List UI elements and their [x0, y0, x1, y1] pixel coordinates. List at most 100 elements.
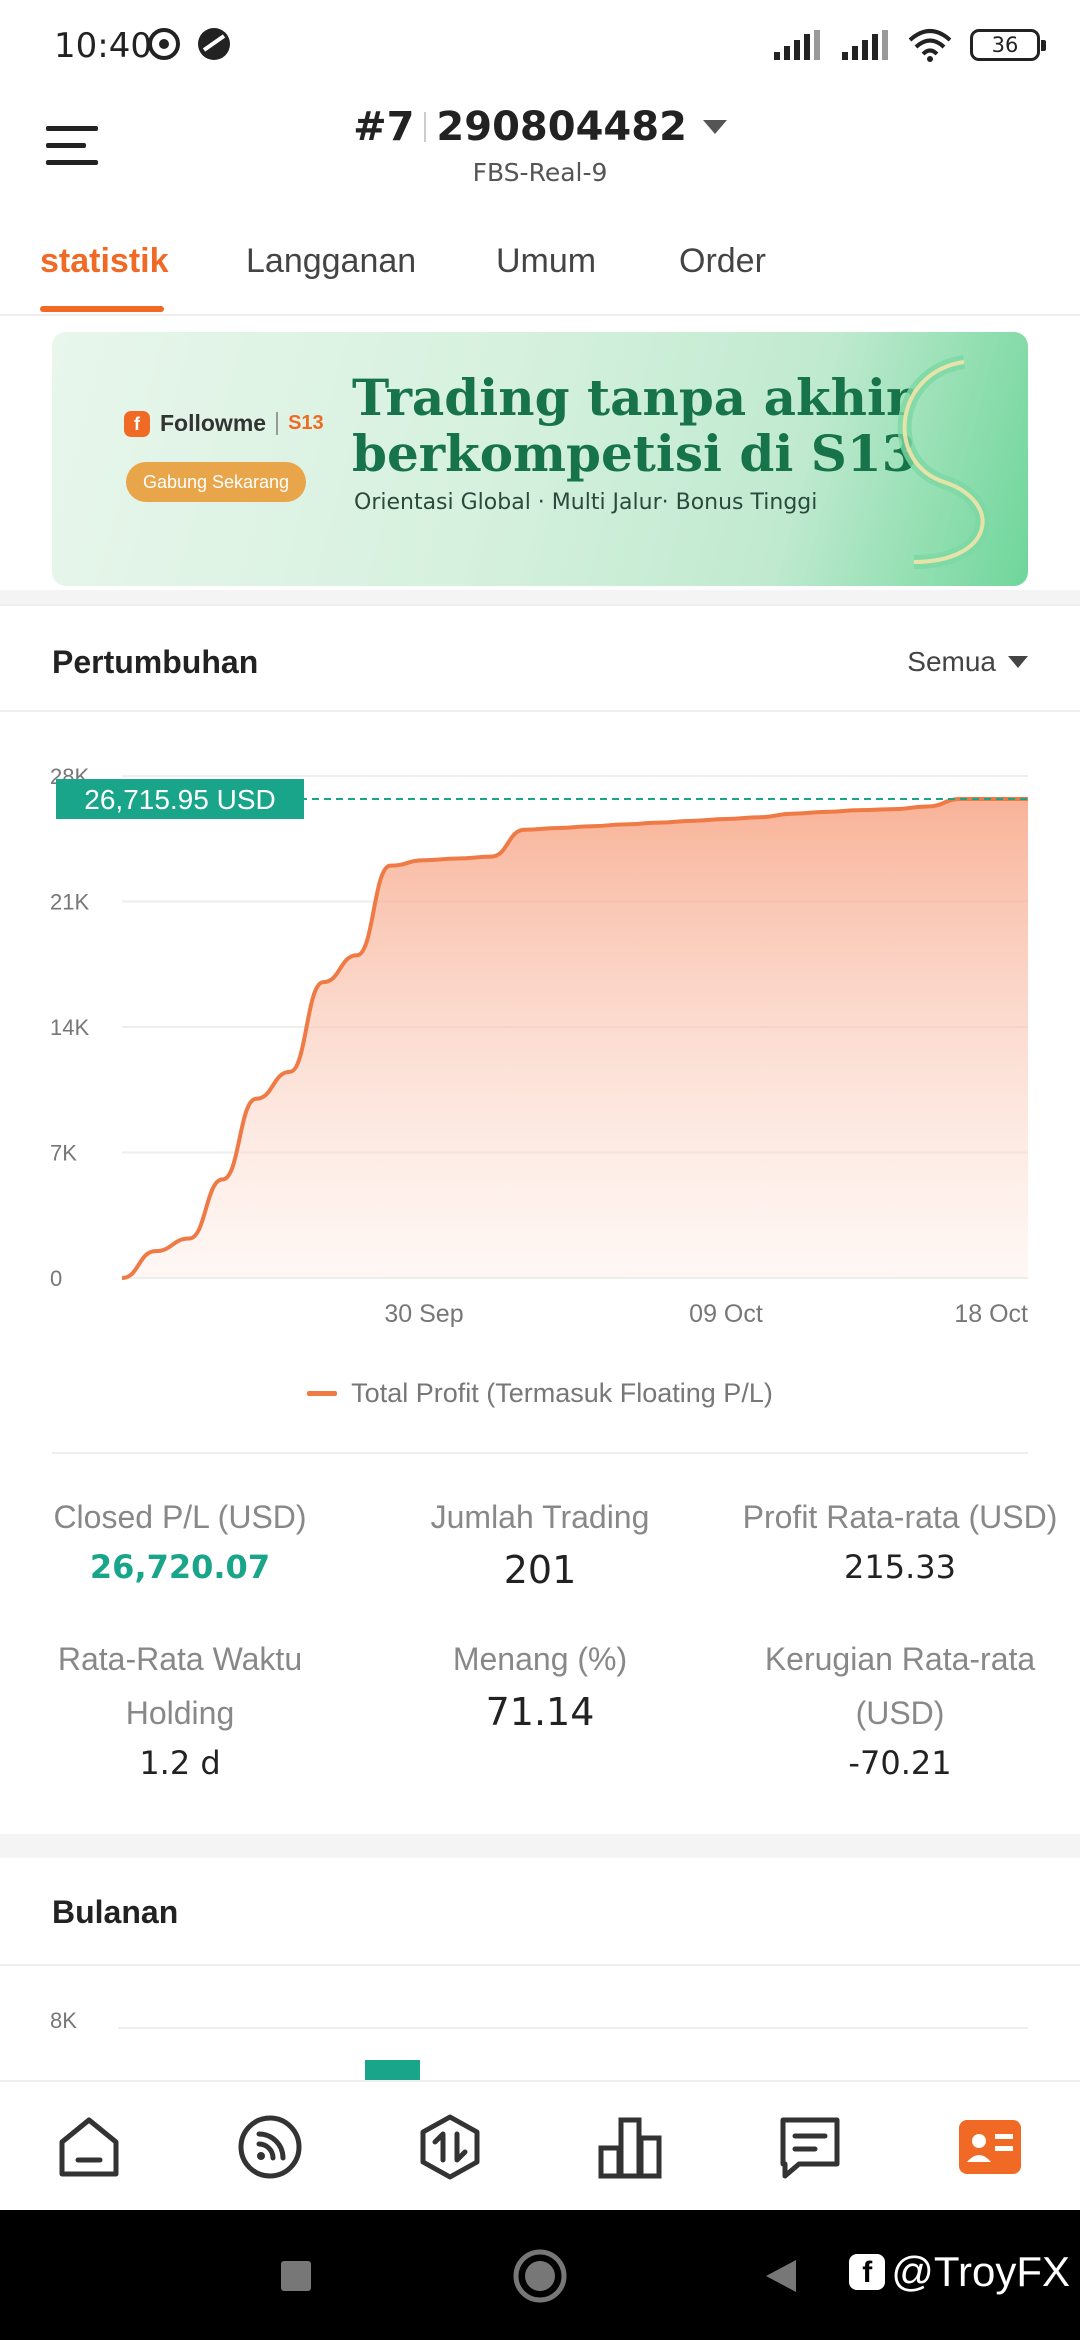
monthly-chart: 8K — [0, 1968, 1080, 2080]
legend-swatch — [307, 1391, 338, 1396]
app-header: #7 290804482 FBS-Real-9 — [0, 90, 1080, 210]
stat-value: 201 — [503, 1548, 577, 1592]
monthly-y-tick: 8K — [50, 2008, 77, 2033]
banner-title: Trading tanpa akhir berkompetisi di S13 — [352, 370, 916, 482]
stat-label: Profit Rata-rata (USD) — [742, 1499, 1058, 1535]
account-server: FBS-Real-9 — [472, 158, 608, 187]
range-filter-dropdown[interactable]: Semua — [907, 646, 1028, 678]
watermark: f @TroyFX — [849, 2248, 1070, 2296]
ribbon-decoration-icon — [897, 355, 990, 569]
banner-title-line1: Trading tanpa akhir — [352, 368, 913, 427]
stat-holding-time: Rata-Rata Waktu Holding 1.2 d — [0, 1632, 360, 1782]
y-tick-label: 14K — [50, 1015, 89, 1040]
x-tick-label: 18 Oct — [954, 1300, 1028, 1328]
home-system-icon[interactable] — [512, 2248, 568, 2304]
account-separator — [424, 112, 427, 142]
account-rank: #7 — [353, 104, 415, 150]
status-system-icons: 36 — [772, 28, 1046, 62]
x-tick-label: 30 Sep — [384, 1300, 463, 1328]
y-tick-label: 7K — [50, 1141, 77, 1166]
growth-section-header: Pertumbuhan Semua — [0, 604, 1080, 712]
followme-logo-icon: f — [124, 410, 150, 437]
stat-label: (USD) — [855, 1695, 945, 1731]
stat-value: 215.33 — [844, 1548, 956, 1586]
facebook-icon: f — [849, 2254, 886, 2290]
banner-brand: f Followme S13 — [124, 410, 324, 437]
account-selector[interactable]: #7 290804482 FBS-Real-9 — [0, 104, 1080, 187]
monthly-chart-svg: 8K — [50, 2008, 1028, 2080]
x-tick-label: 09 Oct — [689, 1300, 763, 1328]
nav-ranking-icon[interactable] — [595, 2112, 665, 2182]
sync-icon — [148, 28, 180, 60]
watermark-text: @TroyFX — [891, 2248, 1070, 2295]
stat-profit-avg: Profit Rata-rata (USD) 215.33 — [720, 1490, 1080, 1586]
banner-brand-tag: S13 — [276, 412, 324, 435]
banner-subtitle: Orientasi Global · Multi Jalur· Bonus Ti… — [354, 490, 818, 515]
monthly-section-header: Bulanan — [0, 1858, 1080, 1966]
legend-label: Total Profit (Termasuk Floating P/L) — [351, 1378, 773, 1408]
growth-chart: 0 7K 14K 21K 28K 30 Sep 09 Oct 18 Oct 26,715.95 … — [0, 740, 1080, 1400]
recents-icon[interactable] — [278, 2258, 314, 2294]
tab-umum[interactable]: Umum — [496, 242, 597, 280]
account-number: 290804482 — [436, 104, 687, 150]
monthly-bar[interactable] — [365, 2060, 420, 2080]
tab-statistik[interactable]: statistik — [40, 242, 169, 280]
stat-label: Jumlah Trading — [430, 1499, 650, 1535]
nav-messages-icon[interactable] — [775, 2112, 845, 2182]
stat-jumlah-trading: Jumlah Trading 201 — [360, 1490, 720, 1592]
chart-legend: Total Profit (Termasuk Floating P/L) — [0, 1378, 1080, 1409]
stat-closed-pl: Closed P/L (USD) 26,720.07 — [0, 1490, 360, 1586]
status-time: 10:40 — [54, 26, 152, 66]
stat-value: -70.21 — [848, 1744, 952, 1782]
signal-icon — [774, 30, 820, 60]
nav-feed-icon[interactable] — [235, 2112, 305, 2182]
stat-loss-avg: Kerugian Rata-rata (USD) -70.21 — [720, 1632, 1080, 1782]
series-line — [121, 797, 1028, 1280]
monthly-title: Bulanan — [52, 1894, 179, 1930]
vpn-icon — [198, 28, 230, 60]
status-notification-icons — [146, 26, 232, 62]
banner-brand-name: Followme — [160, 410, 267, 436]
divider — [52, 1452, 1028, 1454]
join-now-button[interactable]: Gabung Sekarang — [126, 462, 306, 502]
battery-indicator: 36 — [970, 29, 1046, 61]
system-nav-bar: f @TroyFX — [0, 2210, 1080, 2340]
stat-value: 1.2 d — [139, 1744, 221, 1782]
stat-label: Kerugian Rata-rata — [764, 1641, 1036, 1677]
nav-profile-icon[interactable] — [955, 2112, 1025, 2182]
stat-label: Holding — [125, 1695, 235, 1731]
stat-menang: Menang (%) 71.14 — [360, 1632, 720, 1734]
stat-label: Closed P/L (USD) — [53, 1499, 307, 1535]
menu-icon[interactable] — [44, 118, 100, 174]
wifi-icon — [908, 29, 952, 62]
tab-langganan[interactable]: Langganan — [246, 242, 417, 280]
growth-title: Pertumbuhan — [52, 644, 259, 680]
series-area — [122, 799, 1028, 1278]
section-gap — [0, 1834, 1080, 1858]
caret-down-icon — [1008, 656, 1028, 668]
tab-order[interactable]: Order — [679, 242, 766, 280]
promo-banner[interactable]: f Followme S13 Gabung Sekarang Trading t… — [52, 332, 1028, 586]
nav-trade-icon[interactable] — [415, 2112, 485, 2182]
nav-home-icon[interactable] — [54, 2112, 124, 2182]
stat-label: Menang (%) — [452, 1641, 628, 1677]
tab-active-indicator — [40, 306, 164, 312]
status-bar: 10:40 36 — [0, 0, 1080, 90]
stats-grid: Closed P/L (USD) 26,720.07 Jumlah Tradin… — [0, 1490, 1080, 1830]
stat-label: Rata-Rata Waktu — [57, 1641, 303, 1677]
section-gap — [0, 590, 1080, 604]
bottom-nav — [0, 2080, 1080, 2210]
banner-title-line2: berkompetisi di S13 — [352, 424, 917, 483]
y-tick-label: 0 — [50, 1266, 62, 1291]
stat-value: 26,720.07 — [89, 1548, 271, 1586]
stat-value: 71.14 — [485, 1690, 595, 1734]
range-filter-value: Semua — [907, 646, 996, 677]
tab-bar: statistik Langganan Umum Order — [0, 230, 1080, 316]
current-value-badge — [56, 779, 304, 820]
y-tick-label: 21K — [50, 890, 89, 915]
current-value-label: 26,715.95 USD — [84, 784, 275, 815]
back-icon[interactable] — [760, 2256, 800, 2296]
signal-icon-2 — [842, 30, 888, 60]
caret-down-icon — [702, 120, 727, 134]
